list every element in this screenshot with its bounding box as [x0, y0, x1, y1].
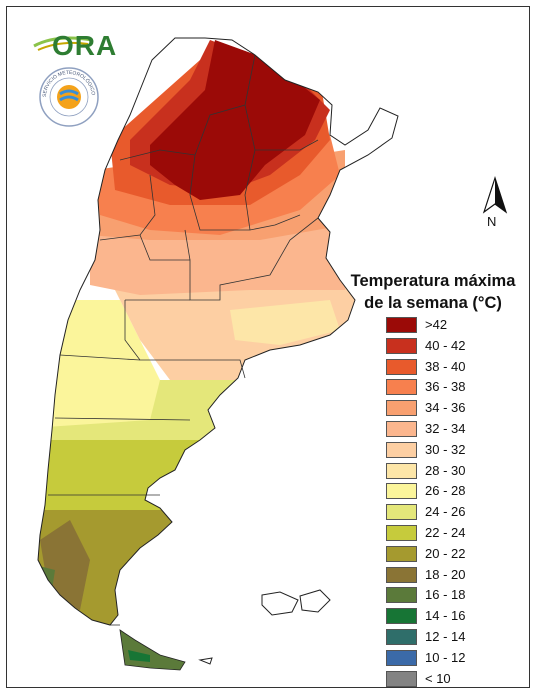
legend-item: < 10	[386, 670, 516, 688]
legend-label: >42	[425, 317, 448, 332]
legend-label: 16 - 18	[425, 587, 466, 603]
legend-swatch	[386, 608, 417, 625]
legend-swatch	[386, 525, 417, 541]
legend-item: 34 - 36	[386, 400, 516, 417]
legend-item: 16 - 18	[386, 587, 516, 604]
legend-swatch	[386, 317, 417, 333]
legend-swatch	[386, 337, 417, 354]
legend-label: 24 - 26	[425, 504, 466, 520]
legend-label: 34 - 36	[425, 400, 466, 416]
legend-item: 18 - 20	[386, 566, 516, 584]
legend-title: Temperatura máxima de la semana (°C)	[338, 270, 528, 314]
north-label: N	[487, 214, 497, 229]
legend-item: 32 - 34	[386, 421, 516, 438]
legend-swatch	[386, 649, 417, 666]
legend-label: 38 - 40	[425, 358, 466, 374]
legend-label: < 10	[425, 670, 451, 686]
legend-swatch	[386, 545, 417, 562]
temperature-bands	[38, 40, 360, 625]
legend-swatch	[386, 462, 417, 479]
legend-item: 36 - 38	[386, 379, 516, 396]
smn-seal-logo: SERVICIO METEOROLÓGICO NACIONAL · ARGENT…	[38, 66, 99, 127]
legend-label: 32 - 34	[425, 421, 466, 436]
legend-item: 22 - 24	[386, 525, 516, 542]
legend-swatch	[386, 421, 417, 437]
province-borders	[48, 54, 319, 626]
legend-label: 36 - 38	[425, 379, 466, 395]
legend-label: 40 - 42	[425, 337, 466, 353]
north-arrow-icon	[482, 176, 508, 214]
legend-item: 24 - 26	[386, 504, 516, 521]
legend-swatch	[386, 441, 417, 458]
legend-label: 14 - 16	[425, 608, 466, 624]
legend-title-line1: Temperatura máxima	[350, 272, 516, 290]
legend-item: 20 - 22	[386, 545, 516, 563]
legend-item: 26 - 28	[386, 483, 516, 500]
legend-item: 30 - 32	[386, 441, 516, 459]
legend-item: 12 - 14	[386, 629, 516, 646]
legend-label: 30 - 32	[425, 441, 466, 457]
legend-label: 20 - 22	[425, 545, 466, 561]
legend-label: 18 - 20	[425, 566, 466, 582]
legend-label: 28 - 30	[425, 462, 466, 478]
legend-label: 26 - 28	[425, 483, 466, 499]
ora-logo-text: ORA	[52, 30, 118, 61]
legend-item: >42	[386, 317, 516, 334]
legend-item: 14 - 16	[386, 608, 516, 625]
legend-swatch	[386, 587, 417, 604]
legend-swatch	[386, 629, 417, 645]
legend-item: 28 - 30	[386, 462, 516, 480]
legend-item: 38 - 40	[386, 358, 516, 376]
legend-label: 10 - 12	[425, 649, 466, 665]
legend-swatch	[386, 566, 417, 583]
legend-item: 10 - 12	[386, 649, 516, 667]
legend-swatch	[386, 483, 417, 500]
legend-title-line2: de la semana (°C)	[364, 294, 502, 312]
legend-label: 12 - 14	[425, 629, 466, 644]
legend-item: 40 - 42	[386, 337, 516, 355]
ora-logo-swoosh	[33, 36, 93, 51]
legend-swatch	[386, 504, 417, 521]
legend-swatch	[386, 400, 417, 417]
legend-swatch	[386, 670, 417, 687]
legend-swatch	[386, 379, 417, 396]
legend-swatch	[386, 358, 417, 375]
legend-label: 22 - 24	[425, 525, 466, 540]
islands	[198, 589, 331, 665]
tierra-del-fuego	[119, 629, 186, 671]
